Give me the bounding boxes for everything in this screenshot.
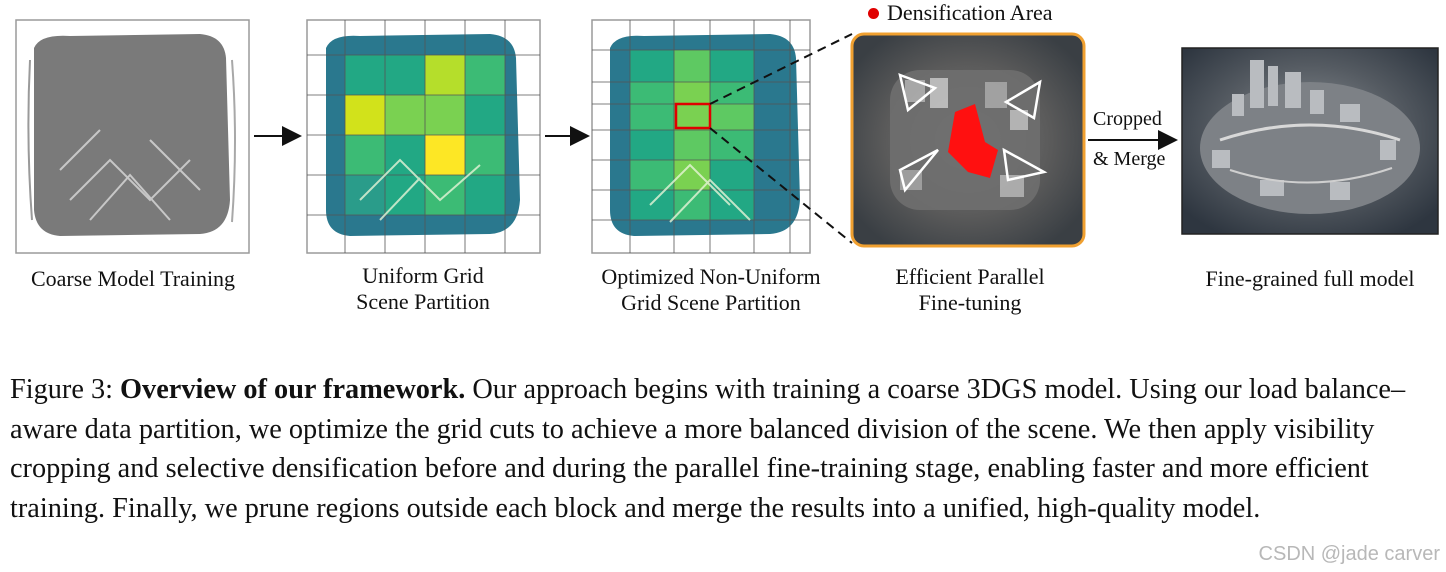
- panel-caption-finetune: Efficient Parallel Fine-tuning: [850, 264, 1090, 316]
- red-dot-icon: [868, 7, 879, 19]
- camera-icons: [898, 73, 1048, 193]
- panel-caption-nonuniform: Optimized Non-Uniform Grid Scene Partiti…: [566, 264, 856, 316]
- panel-caption-coarse: Coarse Model Training: [0, 266, 266, 292]
- densification-legend: Densification Area: [868, 0, 1053, 26]
- caption-body: Our approach begins with training a coar…: [10, 374, 1406, 524]
- panel-caption-uniform: Uniform Grid Scene Partition: [290, 263, 556, 315]
- caption-line: Fine-tuning: [918, 290, 1022, 315]
- caption-line: Efficient Parallel: [895, 264, 1045, 289]
- figure-graphics: [15, 19, 1439, 254]
- zoom-line-top: [709, 33, 853, 105]
- highlight-box: [674, 102, 712, 130]
- merge-label-line-1: Cropped: [1093, 108, 1162, 130]
- figure-caption: Figure 3: Overview of our framework. Our…: [10, 370, 1440, 528]
- merge-arrow-label: Cropped & Merge: [1093, 106, 1165, 172]
- caption-line: Uniform Grid: [362, 263, 484, 288]
- caption-line: Optimized Non-Uniform: [601, 264, 821, 289]
- uniform-grid-panel: [306, 19, 541, 254]
- densification-area: [948, 104, 998, 178]
- caption-line: Grid Scene Partition: [621, 290, 801, 315]
- merge-label-line-2: & Merge: [1093, 148, 1166, 170]
- coarse-point-cloud: [34, 34, 230, 236]
- watermark: CSDN @jade carver: [1258, 543, 1440, 565]
- zoom-line-bottom: [709, 127, 853, 244]
- nonuniform-grid-panel: [591, 19, 811, 254]
- caption-line: Coarse Model Training: [30, 266, 236, 291]
- caption-title: Overview of our framework.: [120, 374, 466, 405]
- panel-caption-final: Fine-grained full model: [1176, 266, 1444, 292]
- framework-figure: Densification Area Cropped & Merge Coars…: [0, 0, 1444, 316]
- finetuning-panel: [850, 32, 1086, 248]
- legend-label: Densification Area: [887, 0, 1053, 25]
- coarse-model-panel: [15, 19, 250, 254]
- caption-line: Scene Partition: [356, 289, 490, 314]
- caption-line: Fine-grained full model: [1205, 266, 1415, 291]
- final-model-panel: [1181, 47, 1439, 235]
- caption-label: Figure 3:: [10, 374, 113, 405]
